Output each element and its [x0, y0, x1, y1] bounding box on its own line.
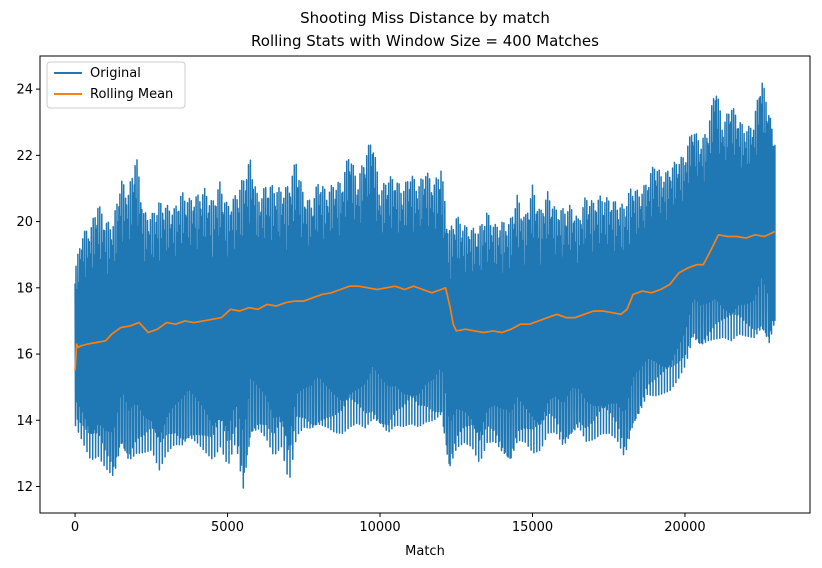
y-tick-label: 18	[16, 281, 33, 296]
legend: Original Rolling Mean	[46, 61, 186, 109]
y-tick-label: 22	[16, 149, 33, 164]
legend-label-original: Original	[90, 66, 141, 81]
chart-title-line1: Shooting Miss Distance by match	[300, 9, 550, 27]
plot-area	[74, 82, 776, 489]
y-tick-label: 24	[16, 83, 33, 98]
x-tick-label: 5000	[211, 520, 244, 535]
series-rolling-mean-line	[74, 230, 776, 371]
axes-frame	[39, 55, 811, 514]
x-tick-label: 0	[71, 520, 79, 535]
x-axis: 0 5000 10000 15000 20000	[71, 513, 706, 535]
y-tick-label: 20	[16, 215, 33, 230]
y-tick-label: 16	[16, 348, 33, 363]
y-tick-label: 12	[16, 480, 33, 495]
legend-label-rolling-mean: Rolling Mean	[90, 87, 173, 102]
y-axis: 12 14 16 18 20 22 24	[16, 83, 40, 495]
x-axis-label: Match	[405, 544, 445, 559]
x-tick-label: 20000	[664, 520, 705, 535]
x-tick-label: 15000	[512, 520, 553, 535]
x-tick-label: 10000	[359, 520, 400, 535]
y-tick-label: 14	[16, 414, 33, 429]
chart-title-line2: Rolling Stats with Window Size = 400 Mat…	[251, 32, 599, 50]
series-original-line	[74, 82, 776, 489]
